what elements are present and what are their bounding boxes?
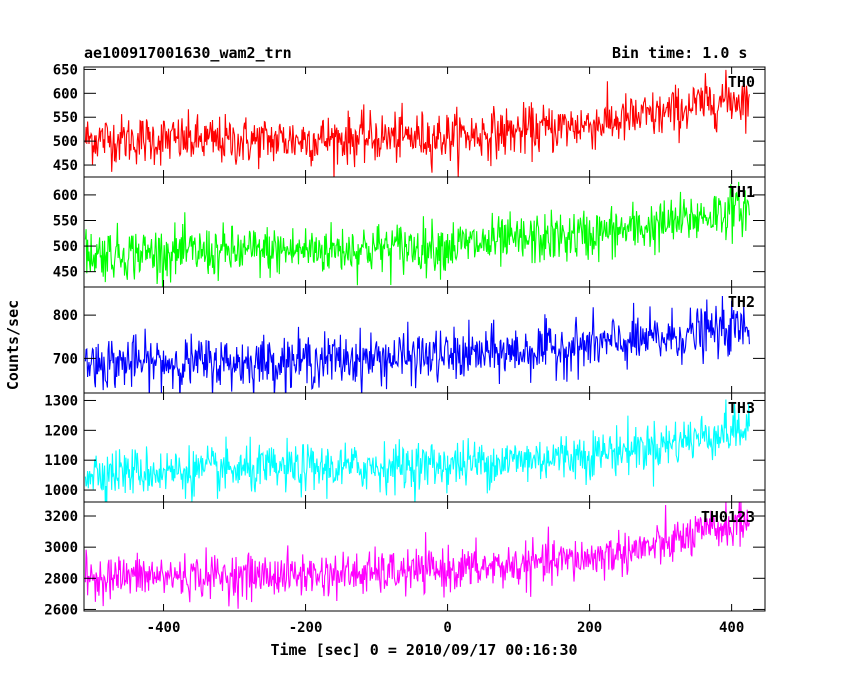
y-tick-label: 800 — [53, 308, 78, 324]
y-tick-label: 550 — [53, 213, 78, 229]
y-tick-label: 2600 — [44, 602, 78, 618]
x-tick-label: 400 — [719, 620, 744, 636]
panel-th0123: 2600 2800 3000 3200 TH0123 — [44, 501, 766, 618]
series-th2 — [84, 295, 750, 393]
x-tick-label: 200 — [577, 620, 602, 636]
x-axis-label: Time [sec] 0 = 2010/09/17 00:16:30 — [270, 641, 577, 659]
y-tick-label: 600 — [53, 188, 78, 204]
series-label-th2: TH2 — [728, 293, 755, 311]
y-tick-label: 2800 — [44, 571, 78, 587]
y-tick-label: 1000 — [44, 483, 78, 499]
y-tick-label: 650 — [53, 62, 78, 78]
series-label-th3: TH3 — [728, 399, 755, 417]
y-tick-label: 500 — [53, 239, 78, 255]
y-tick-label: 1200 — [44, 423, 78, 439]
chart-title: ae100917001630_wam2_trn — [84, 44, 292, 62]
panel-th1: 450 500 550 600 TH1 — [53, 176, 766, 288]
series-th3 — [84, 399, 750, 502]
series-th1 — [84, 181, 750, 287]
x-tick-label: 0 — [443, 620, 451, 636]
y-tick-label: 700 — [53, 351, 78, 367]
x-axis: -400 -200 0 200 400 — [147, 620, 745, 636]
y-tick-label: 600 — [53, 86, 78, 102]
series-label-th1: TH1 — [728, 183, 755, 201]
panel-th0: 450 500 550 600 650 TH0 — [53, 62, 766, 178]
panel-th3: 1000 1100 1200 1300 TH3 — [44, 392, 766, 503]
y-tick-label: 550 — [53, 110, 78, 126]
bin-time-label: Bin time: 1.0 s — [612, 44, 748, 62]
panel-frame — [83, 176, 766, 288]
y-tick-label: 1300 — [44, 393, 78, 409]
panels: 450 500 550 600 650 TH0 450 500 550 600 TH1 700 800 T… — [44, 62, 766, 618]
y-tick-label: 450 — [53, 265, 78, 281]
series-th0 — [84, 69, 750, 177]
y-tick-label: 500 — [53, 134, 78, 150]
y-tick-label: 3000 — [44, 540, 78, 556]
series-label-th0: TH0 — [728, 73, 755, 91]
x-tick-label: -400 — [147, 620, 181, 636]
y-tick-label: 450 — [53, 158, 78, 174]
y-tick-label: 1100 — [44, 453, 78, 469]
y-axis-label: Counts/sec — [4, 300, 22, 390]
series-label-th0123: TH0123 — [701, 508, 755, 526]
panel-th2: 700 800 TH2 — [53, 286, 766, 394]
y-tick-label: 3200 — [44, 509, 78, 525]
x-tick-label: -200 — [289, 620, 323, 636]
panel-frame — [83, 501, 766, 612]
series-th0123 — [84, 502, 750, 609]
